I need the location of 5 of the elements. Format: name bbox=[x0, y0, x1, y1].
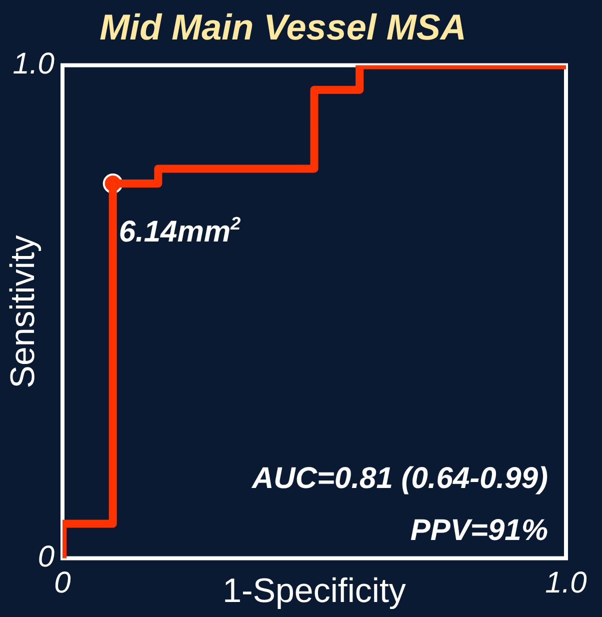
x-axis-title: 1-Specificity bbox=[222, 572, 406, 610]
annotation: PPV=91% bbox=[410, 514, 548, 548]
chart-title: Mid Main Vessel MSA bbox=[100, 6, 466, 48]
y-axis-title: Sensitivity bbox=[4, 235, 42, 388]
annotation: AUC=0.81 (0.64-0.99) bbox=[251, 462, 548, 496]
